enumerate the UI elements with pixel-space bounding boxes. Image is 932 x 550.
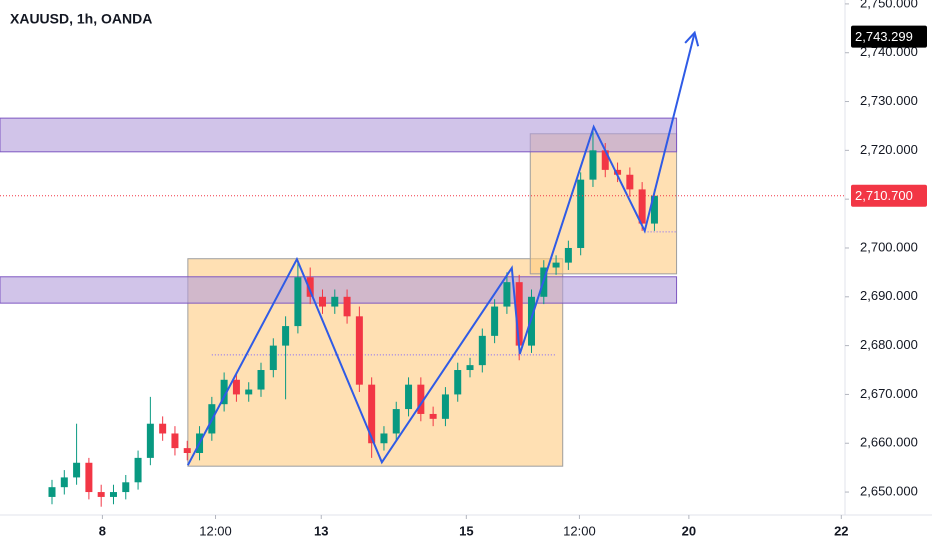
y-tick-label: 2,690.000 <box>860 288 918 303</box>
candle-body <box>577 179 585 248</box>
y-tick-label: 2,730.000 <box>860 93 918 108</box>
candle-body <box>97 492 105 497</box>
candle-body <box>491 306 499 336</box>
candle-body <box>417 384 425 414</box>
candle-body <box>564 247 572 263</box>
price-label: 2,710.700 <box>855 188 913 203</box>
candle-body <box>515 282 523 346</box>
candle-body <box>441 394 449 419</box>
candle-body <box>171 433 179 449</box>
candle-body <box>306 277 314 297</box>
candle-body <box>392 409 400 434</box>
y-tick-label: 2,750.000 <box>860 0 918 10</box>
x-tick-label: 15 <box>459 523 473 538</box>
candle-body <box>405 384 413 410</box>
x-tick-label: 22 <box>834 523 848 538</box>
candle-body <box>269 345 277 371</box>
y-tick-label: 2,650.000 <box>860 483 918 498</box>
candle-body <box>73 462 81 478</box>
price-label-box <box>851 184 927 207</box>
y-tick-label: 2,660.000 <box>860 435 918 450</box>
candle-body <box>331 296 339 307</box>
candle-body <box>454 370 462 395</box>
zigzag <box>186 30 700 466</box>
candles <box>48 130 658 507</box>
x-tick-label: 12:00 <box>199 523 232 538</box>
candle-body <box>478 335 486 366</box>
price-label-box <box>851 25 927 48</box>
candle-body <box>232 379 240 395</box>
candle-body <box>159 423 167 434</box>
x-tick-label: 8 <box>99 523 106 538</box>
candle-body <box>614 169 622 175</box>
candle-body <box>626 174 634 190</box>
x-tick-label: 13 <box>314 523 328 538</box>
candle-body <box>109 492 117 497</box>
candle-body <box>294 277 302 327</box>
x-tick-label: 12:00 <box>563 523 596 538</box>
candle-body <box>245 389 253 395</box>
y-tick-label: 2,700.000 <box>860 239 918 254</box>
candle-body <box>343 296 351 317</box>
arrow-head <box>684 30 700 47</box>
y-tick-label: 2,740.000 <box>860 44 918 59</box>
candle-body <box>601 150 609 170</box>
candle-body <box>503 282 511 307</box>
chart-title: XAUUSD, 1h, OANDA <box>10 11 152 27</box>
candle-body <box>48 487 56 497</box>
y-tick-label: 2,680.000 <box>860 337 918 352</box>
candle-body <box>318 296 326 307</box>
zigzag-path <box>186 32 696 466</box>
drawings <box>0 117 678 467</box>
candle-body <box>638 189 646 224</box>
candle-body <box>257 370 265 390</box>
candle-body <box>146 423 154 458</box>
axes: 2,650.000 2,660.000 2,670.000 2,680.000 2,69… <box>0 0 927 538</box>
candle-body <box>183 448 191 454</box>
candle-body <box>380 433 388 444</box>
candle-body <box>355 316 363 385</box>
candle-body <box>589 150 597 180</box>
y-tick-label: 2,670.000 <box>860 386 918 401</box>
candle-body <box>85 462 93 493</box>
price-label: 2,743.299 <box>855 29 913 44</box>
candle-body <box>122 482 130 493</box>
supply-demand-zone <box>0 117 678 153</box>
x-tick-label: 20 <box>682 523 696 538</box>
candle-body <box>220 379 228 405</box>
candle-body <box>282 326 290 346</box>
candle-body <box>552 262 560 268</box>
supply-demand-zone <box>0 276 678 304</box>
candle-body <box>429 413 437 419</box>
candle-body <box>368 384 376 444</box>
candle-body <box>134 457 142 483</box>
y-tick-label: 2,720.000 <box>860 142 918 157</box>
candle-body <box>466 365 474 371</box>
candle-body <box>60 477 68 488</box>
candle-body <box>650 195 658 224</box>
